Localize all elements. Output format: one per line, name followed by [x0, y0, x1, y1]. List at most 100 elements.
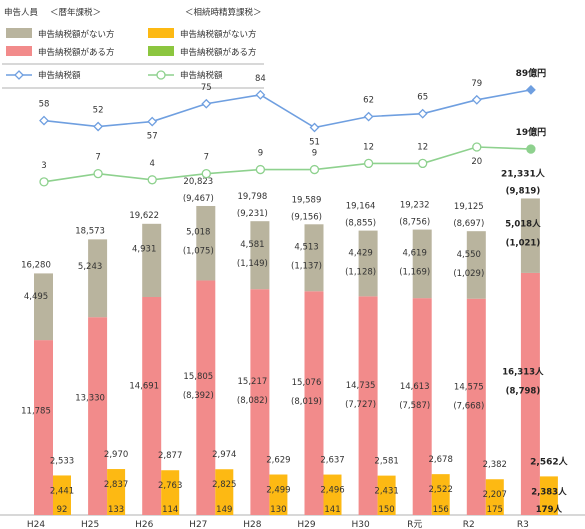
label-settle-with-tax: 150	[378, 505, 394, 515]
label-heir-with-tax: 14,613	[400, 382, 430, 392]
label-settle-with-tax: 92	[57, 505, 68, 515]
label-heir-with-tax: 14,735	[346, 381, 376, 391]
bar-settle-no-tax	[107, 469, 126, 515]
label-tax-amount-heir: 75	[201, 83, 212, 93]
legend-diamond-marker	[14, 70, 24, 80]
bar-settle-no-tax	[485, 479, 504, 515]
point-tax-amount-settle	[93, 168, 103, 179]
label-tax-amount-settle: 12	[417, 142, 428, 152]
label-heir-no-tax: 4,581	[240, 240, 264, 250]
label-tax-amount-heir: 57	[147, 132, 158, 142]
legend-group-heir: ＜暦年課税＞	[50, 7, 101, 18]
x-tick-label: H24	[27, 520, 45, 529]
label-heir-with-tax: 11,785	[21, 407, 51, 417]
label-settle-with-tax: 141	[324, 505, 340, 515]
label-heir-with-tax: 15,805	[183, 372, 213, 382]
label-tax-amount-settle: 7	[204, 153, 209, 163]
bar-heir-no-tax	[142, 223, 162, 297]
label-tax-amount-heir: 51	[309, 138, 320, 148]
label-tax-amount-settle: 4	[149, 159, 154, 169]
label-settle-no-tax: 2,383人	[531, 486, 567, 497]
point-tax-amount-settle	[255, 164, 266, 175]
label-settle-no-tax: 2,496	[320, 486, 344, 496]
bar-heir-with-tax	[88, 317, 108, 515]
label-heir-total: 19,125	[454, 202, 484, 212]
bar-settle-no-tax	[161, 470, 180, 515]
label-settle-total: 2,637	[320, 456, 344, 466]
label-tax-amount-heir: 62	[363, 96, 374, 106]
label-settle-no-tax: 2,207	[483, 490, 507, 500]
label-tax-amount-settle: 9	[258, 149, 263, 159]
label-tax-amount-settle: 19億円	[516, 126, 547, 138]
label-heir-with-tax: 14,691	[129, 382, 159, 392]
label-heir-total: 20,823	[183, 177, 213, 187]
sublabel-heir-no-tax: (1,169)	[399, 268, 430, 278]
label-settle-total: 2,974	[212, 450, 236, 460]
label-settle-total: 2,678	[429, 455, 453, 465]
bar-heir-with-tax	[34, 340, 53, 515]
legend-heir-no-tax: 申告納税額がない方	[38, 29, 115, 40]
label-heir-no-tax: 4,550	[457, 250, 481, 260]
bar-settle-no-tax	[377, 475, 396, 515]
legend-swatch-heir-no-tax	[6, 28, 32, 38]
label-settle-with-tax: 133	[108, 505, 124, 515]
legend-swatch-settle-no-tax	[148, 28, 174, 38]
sublabel-heir-total: (9,231)	[237, 209, 268, 219]
point-tax-amount-settle	[363, 158, 374, 169]
sublabel-heir-with-tax: (7,668)	[453, 402, 484, 412]
label-tax-amount-settle: 9	[312, 149, 317, 159]
label-settle-no-tax: 2,763	[158, 481, 182, 491]
label-heir-total: 19,798	[238, 192, 268, 202]
bar-heir-with-tax	[142, 296, 162, 515]
point-tax-amount-settle	[309, 164, 320, 175]
bar-heir-no-tax	[358, 230, 378, 297]
label-tax-amount-settle: 12	[363, 142, 374, 152]
point-tax-amount-heir	[93, 121, 104, 132]
label-settle-total: 2,629	[266, 456, 290, 466]
label-settle-with-tax: 156	[433, 505, 449, 515]
point-tax-amount-settle	[39, 177, 49, 187]
point-tax-amount-heir	[363, 111, 374, 122]
label-tax-amount-heir: 89億円	[516, 67, 547, 79]
label-heir-total: 21,331人	[501, 167, 546, 179]
label-heir-total: 19,164	[346, 202, 376, 212]
label-heir-no-tax: 5,018人	[505, 219, 541, 230]
point-tax-amount-settle	[418, 158, 428, 169]
x-tick-label: R3	[517, 520, 529, 529]
x-tick-label: H27	[189, 520, 207, 529]
x-tick-label: H25	[81, 520, 99, 529]
bar-heir-no-tax	[196, 205, 216, 281]
point-tax-amount-heir	[39, 115, 49, 126]
x-tick-label: R元	[407, 520, 422, 529]
label-settle-no-tax: 2,825	[212, 480, 236, 490]
label-tax-amount-heir: 65	[417, 93, 428, 103]
label-heir-no-tax: 4,619	[403, 249, 427, 259]
bar-settle-no-tax	[431, 474, 450, 515]
sublabel-heir-total: (9,156)	[291, 212, 322, 222]
legend-circle-marker	[156, 70, 166, 80]
sublabel-heir-with-tax: (7,727)	[345, 400, 376, 410]
label-heir-total: 16,280	[21, 260, 51, 270]
sublabel-heir-no-tax: (1,137)	[291, 262, 322, 272]
sublabel-heir-total: (8,756)	[399, 218, 430, 228]
label-tax-amount-heir: 79	[471, 79, 482, 89]
label-settle-total: 2,382	[483, 460, 507, 470]
label-heir-no-tax: 5,018	[186, 227, 210, 237]
bar-heir-with-tax	[520, 272, 540, 515]
bar-heir-no-tax	[250, 221, 270, 290]
label-settle-with-tax: 114	[162, 505, 178, 515]
bar-heir-no-tax	[412, 229, 432, 299]
x-tick-label: H29	[297, 520, 315, 529]
label-heir-total: 18,573	[75, 226, 105, 236]
label-settle-total: 2,581	[374, 457, 398, 467]
legend-heir-with-tax: 申告納税額がある方	[38, 47, 115, 58]
bar-heir-no-tax	[466, 231, 486, 299]
label-tax-amount-heir: 84	[255, 74, 266, 84]
bar-settle-no-tax	[539, 476, 558, 515]
sublabel-heir-total: (8,697)	[453, 219, 484, 229]
bar-heir-with-tax	[358, 296, 378, 515]
point-tax-amount-settle	[201, 168, 211, 179]
x-tick-label: H28	[243, 520, 261, 529]
label-settle-total: 2,562人	[530, 455, 568, 467]
